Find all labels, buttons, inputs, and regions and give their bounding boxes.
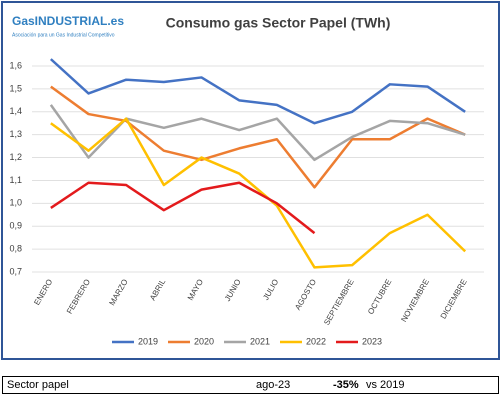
y-tick-label: 0,8: [9, 243, 22, 253]
footer-period: ago-23: [256, 379, 291, 391]
legend-label: 2023: [362, 336, 382, 346]
y-tick-label: 1,0: [9, 198, 22, 208]
series-line: [50, 181, 316, 235]
y-tick-label: 1,5: [9, 83, 22, 93]
footer-label: Sector papel: [7, 379, 69, 391]
y-tick-label: 1,2: [9, 152, 22, 162]
series-line: [49, 58, 466, 125]
chart: GasINDUSTRIAL.es Asociación para un Gas …: [1, 1, 500, 360]
legend-label: 2020: [194, 336, 214, 346]
y-tick-label: 0,9: [9, 221, 22, 231]
legend-label: 2019: [138, 336, 158, 346]
legend-label: 2022: [306, 336, 326, 346]
y-tick-label: 0,7: [9, 266, 22, 276]
footer-change: -35%: [333, 379, 359, 391]
y-tick-label: 1,4: [9, 106, 22, 116]
y-tick-label: 1,6: [9, 60, 22, 70]
series-line: [50, 85, 466, 189]
series-line: [50, 117, 467, 269]
y-tick-label: 1,1: [9, 175, 22, 185]
y-tick-label: 1,3: [9, 129, 22, 139]
legend-label: 2021: [250, 336, 270, 346]
footer-comparison: vs 2019: [366, 379, 405, 391]
chart-title: Consumo gas Sector Papel (TWh): [166, 15, 391, 31]
logo: GasINDUSTRIAL.es: [12, 14, 124, 28]
footer: Sector papel ago-23 -35% vs 2019: [2, 376, 499, 394]
logo-subtitle: Asociación para un Gas Industrial Compet…: [12, 32, 115, 38]
